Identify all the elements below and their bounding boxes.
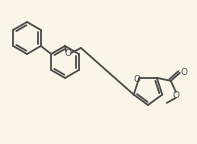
Text: O: O bbox=[180, 68, 187, 77]
Text: O: O bbox=[64, 50, 72, 58]
Text: O: O bbox=[172, 91, 179, 100]
Text: O: O bbox=[134, 75, 141, 84]
